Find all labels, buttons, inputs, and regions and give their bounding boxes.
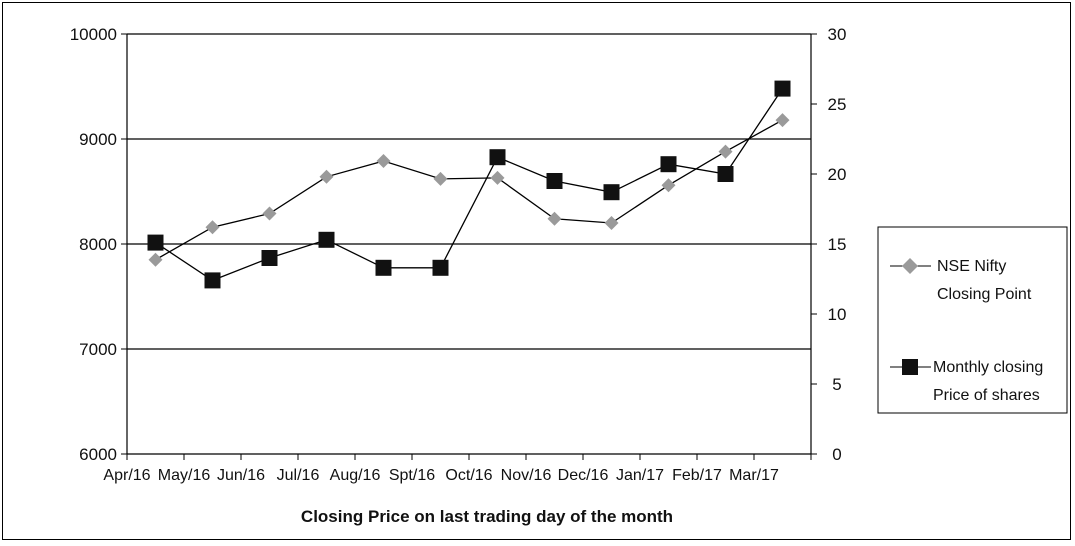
nifty-point xyxy=(376,154,391,169)
share-price-point xyxy=(717,166,734,182)
share-price-point xyxy=(261,250,278,266)
left-tick-label: 8000 xyxy=(79,235,117,254)
left-tick-label: 10000 xyxy=(70,25,117,44)
legend-label-nifty-line1: NSE Nifty xyxy=(937,258,1006,275)
left-tick-label: 6000 xyxy=(79,445,117,464)
legend-item-shares: Monthly closing Price of shares xyxy=(890,359,1043,404)
nifty-point xyxy=(718,144,733,159)
legend-marker-diamond xyxy=(902,258,918,274)
left-tick-label: 9000 xyxy=(79,130,117,149)
share-price-point xyxy=(660,156,677,173)
x-tick-label: Apr/16 xyxy=(103,467,150,484)
x-tick-label: May/16 xyxy=(158,467,211,484)
left-tick-label: 7000 xyxy=(79,340,117,359)
right-tick-label: 5 xyxy=(832,375,841,394)
series-line-shares xyxy=(155,88,784,282)
x-tick-label: Aug/16 xyxy=(330,467,381,484)
share-price-point xyxy=(489,149,506,166)
share-price-point xyxy=(375,259,392,276)
right-tick-label: 30 xyxy=(828,25,847,44)
legend-item-nifty: NSE Nifty Closing Point xyxy=(890,258,1032,303)
x-tick-label: Jun/16 xyxy=(217,467,265,484)
x-tick-label: Oct/16 xyxy=(445,467,492,484)
legend-box xyxy=(877,226,1068,414)
right-tick-label: 25 xyxy=(828,95,847,114)
nifty-point xyxy=(547,211,562,226)
share-price-point xyxy=(774,80,791,97)
nifty-point xyxy=(319,169,334,184)
share-price-point xyxy=(318,231,335,248)
x-tick-label: Spt/16 xyxy=(389,467,435,484)
share-price-point xyxy=(603,184,620,201)
legend-label-nifty-line2: Closing Point xyxy=(937,286,1032,303)
nifty-point xyxy=(775,113,790,128)
x-axis-ticks: Apr/16 May/16 Jun/16 Jul/16 Aug/16 Spt/16 Oct/… xyxy=(103,454,812,484)
series-layer xyxy=(147,80,791,289)
legend-label-shares-line2: Price of shares xyxy=(933,387,1040,404)
chart-frame: 6000 7000 8000 9000 10000 0 5 10 15 20 25 30 Apr/1… xyxy=(2,2,1071,540)
nifty-point xyxy=(262,206,277,221)
x-tick-label: Dec/16 xyxy=(558,467,609,484)
right-axis-ticks: 0 5 10 15 20 25 30 xyxy=(811,25,846,464)
x-tick-label: Jul/16 xyxy=(277,467,320,484)
chart: 6000 7000 8000 9000 10000 0 5 10 15 20 25 30 Apr/1… xyxy=(70,25,1068,526)
nifty-point xyxy=(148,252,163,267)
x-tick-label: Jan/17 xyxy=(616,467,664,484)
left-axis-ticks: 6000 7000 8000 9000 10000 xyxy=(70,25,127,464)
share-price-point xyxy=(204,272,221,289)
gridlines xyxy=(127,33,811,350)
x-axis-label: Closing Price on last trading day of the… xyxy=(301,507,673,526)
x-tick-label: Mar/17 xyxy=(729,467,779,484)
share-price-point xyxy=(432,259,449,276)
nifty-point xyxy=(433,171,448,186)
nifty-point xyxy=(490,170,505,185)
right-tick-label: 0 xyxy=(832,445,841,464)
legend-label-shares-line1: Monthly closing xyxy=(933,359,1043,376)
x-tick-label: Feb/17 xyxy=(672,467,722,484)
nifty-point xyxy=(604,216,619,230)
share-price-point xyxy=(147,234,164,251)
legend-marker-square xyxy=(902,359,918,375)
nifty-point xyxy=(661,178,676,193)
right-tick-label: 20 xyxy=(828,165,847,184)
right-tick-label: 15 xyxy=(828,235,847,254)
series-line-nifty xyxy=(155,119,783,261)
x-tick-label: Nov/16 xyxy=(501,467,552,484)
share-price-point xyxy=(546,173,563,189)
legend: NSE Nifty Closing Point Monthly closing … xyxy=(877,226,1068,414)
nifty-point xyxy=(205,220,220,235)
right-tick-label: 10 xyxy=(828,305,847,324)
